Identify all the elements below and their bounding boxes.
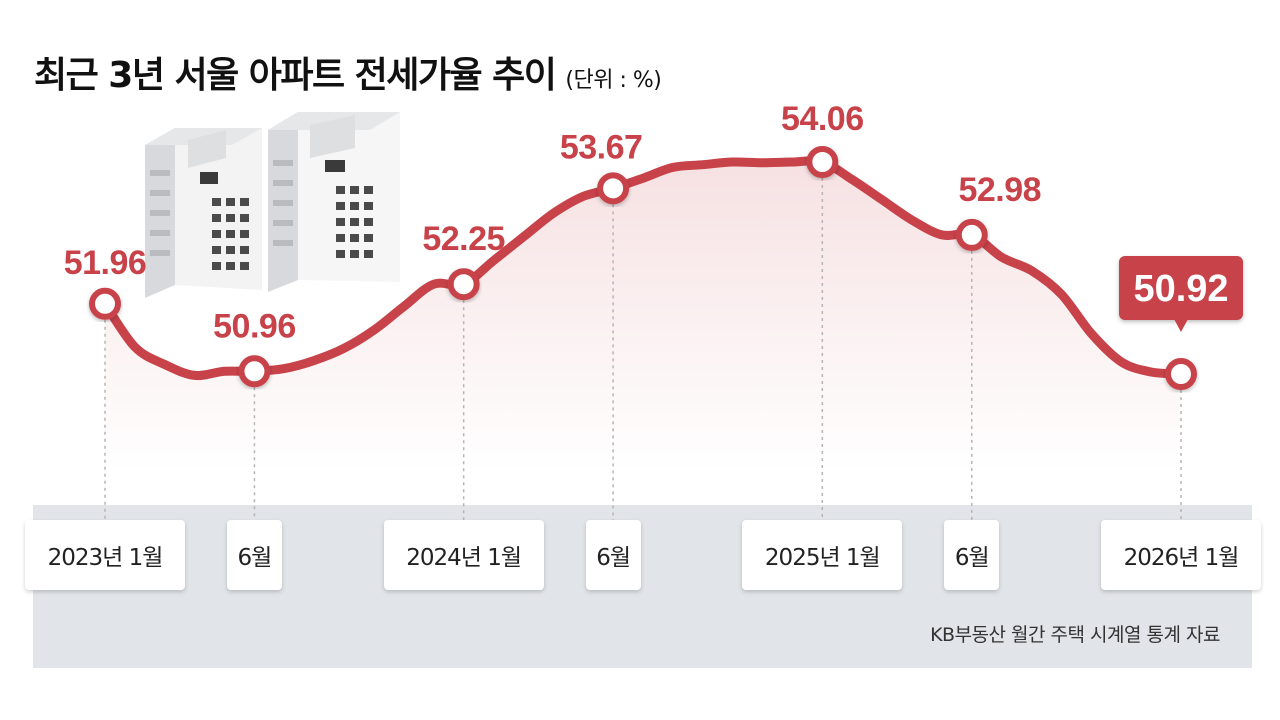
data-label: 51.96 [64, 244, 147, 282]
chart-title-block: 최근 3년 서울 아파트 전세가율 추이 (단위 : %) [34, 46, 662, 98]
source-note: KB부동산 월간 주택 시계열 통계 자료 [930, 624, 1220, 646]
unit-label: (단위 : %) [565, 68, 662, 93]
x-tick-label: 2024년 1월 [383, 520, 544, 590]
chart-title: 최근 3년 서울 아파트 전세가율 추이 [34, 55, 557, 96]
point-marker [806, 146, 839, 178]
point-marker [597, 172, 630, 205]
point-marker [89, 287, 121, 320]
series-line [100, 156, 1186, 381]
callout-box [1119, 256, 1243, 320]
point-marker [955, 218, 988, 251]
data-labels: 51.96 50.96 52.25 53.67 54.06 52.98 50.92 [64, 100, 1243, 345]
x-tick-label: 2025년 1월 [742, 520, 903, 590]
apartment-illustration [145, 112, 400, 298]
callout-last-value: 50.92 [1119, 256, 1243, 332]
callout-pointer [1174, 319, 1188, 332]
data-label: 50.92 [1133, 268, 1228, 310]
x-tick-label: 6월 [944, 520, 1000, 590]
area-fill [105, 160, 1181, 470]
point-marker [238, 355, 271, 388]
x-tick-label: 6월 [226, 520, 282, 590]
x-tick-label: 2023년 1월 [25, 520, 185, 590]
data-label: 50.96 [213, 307, 296, 345]
point-marker [1165, 358, 1197, 390]
data-label: 52.25 [422, 220, 505, 258]
dotted-guides [104, 178, 1182, 520]
point-marker [447, 268, 480, 301]
point-markers [89, 146, 1197, 390]
data-label: 52.98 [958, 171, 1041, 209]
x-tick-label: 6월 [585, 520, 641, 590]
x-tick-label: 2026년 1월 [1101, 520, 1261, 590]
data-label: 53.67 [560, 128, 643, 166]
data-label: 54.06 [781, 100, 864, 138]
